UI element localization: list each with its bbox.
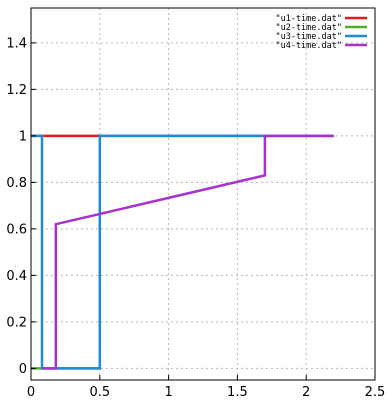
y-tick-label: 1 xyxy=(19,129,27,144)
x-tick-label: 0 xyxy=(27,385,35,400)
x-tick-label: 2 xyxy=(302,385,310,400)
legend-label: "u2-time.dat" xyxy=(275,23,342,33)
plot-frame xyxy=(30,7,376,381)
series-layer xyxy=(31,134,334,370)
x-tick-label: 0.5 xyxy=(89,385,110,400)
legend-label: "u4-time.dat" xyxy=(275,41,342,51)
y-tick-label: 1.4 xyxy=(6,36,27,51)
grid-layer xyxy=(30,8,376,380)
y-tick-label: 0.2 xyxy=(6,315,27,330)
y-tick-label: 0 xyxy=(19,362,27,377)
legend-label: "u1-time.dat" xyxy=(275,14,342,24)
y-tick-label: 0.6 xyxy=(6,222,27,237)
x-tick-label: 1.5 xyxy=(227,385,248,400)
x-tick-label: 1 xyxy=(164,385,172,400)
x-tick-label: 2.5 xyxy=(365,385,386,400)
series-line-u4 xyxy=(42,134,334,370)
y-tick-label: 1.2 xyxy=(6,83,27,98)
legend-label: "u3-time.dat" xyxy=(275,32,342,42)
tick-layer: 0 0.5 1 1.5 2 2.5 0 0.2 0.4 0.6 0.8 1 1.2 1.4 xyxy=(6,36,385,400)
legend: "u1-time.dat""u2-time.dat""u3-time.dat""… xyxy=(275,14,367,51)
y-tick-label: 0.4 xyxy=(6,269,27,284)
series-line-u3 xyxy=(31,134,334,370)
y-tick-label: 0.8 xyxy=(6,176,27,191)
